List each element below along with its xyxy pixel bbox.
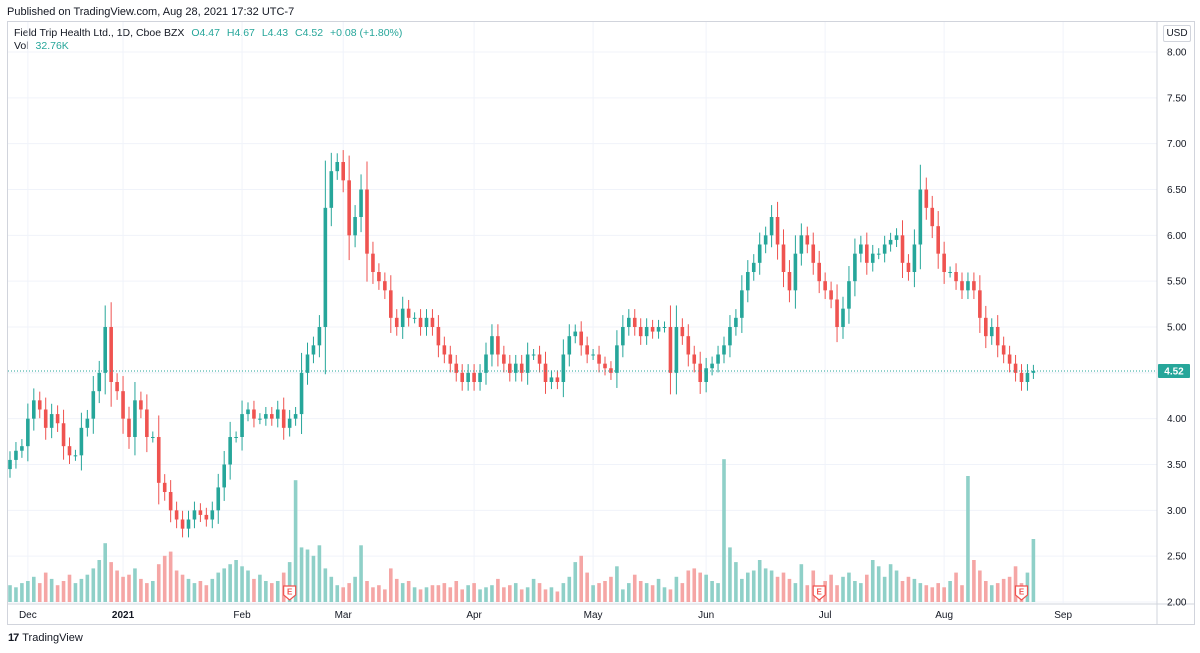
footer: 17 TradingView (8, 632, 83, 644)
footer-brand: TradingView (22, 632, 83, 644)
volume-legend: Vol 32.76K (14, 40, 69, 52)
chart-frame[interactable] (7, 21, 1195, 625)
ohlc-high: H4.67 (226, 27, 255, 39)
ohlc-low: L4.43 (261, 27, 289, 39)
symbol-name: Field Trip Health Ltd., 1D, Cboe BZX (14, 27, 185, 39)
symbol-legend: Field Trip Health Ltd., 1D, Cboe BZX O4.… (14, 27, 402, 40)
volume-value: 32.76K (35, 40, 69, 52)
currency-button[interactable]: USD (1163, 25, 1191, 42)
volume-label: Vol (14, 40, 29, 52)
published-header: Published on TradingView.com, Aug 28, 20… (7, 6, 295, 18)
ohlc-change: +0.08 (+1.80%) (329, 27, 403, 39)
ohlc-close: C4.52 (295, 27, 324, 39)
ohlc-open: O4.47 (191, 27, 220, 39)
tradingview-logo-icon: 17 (8, 632, 19, 644)
